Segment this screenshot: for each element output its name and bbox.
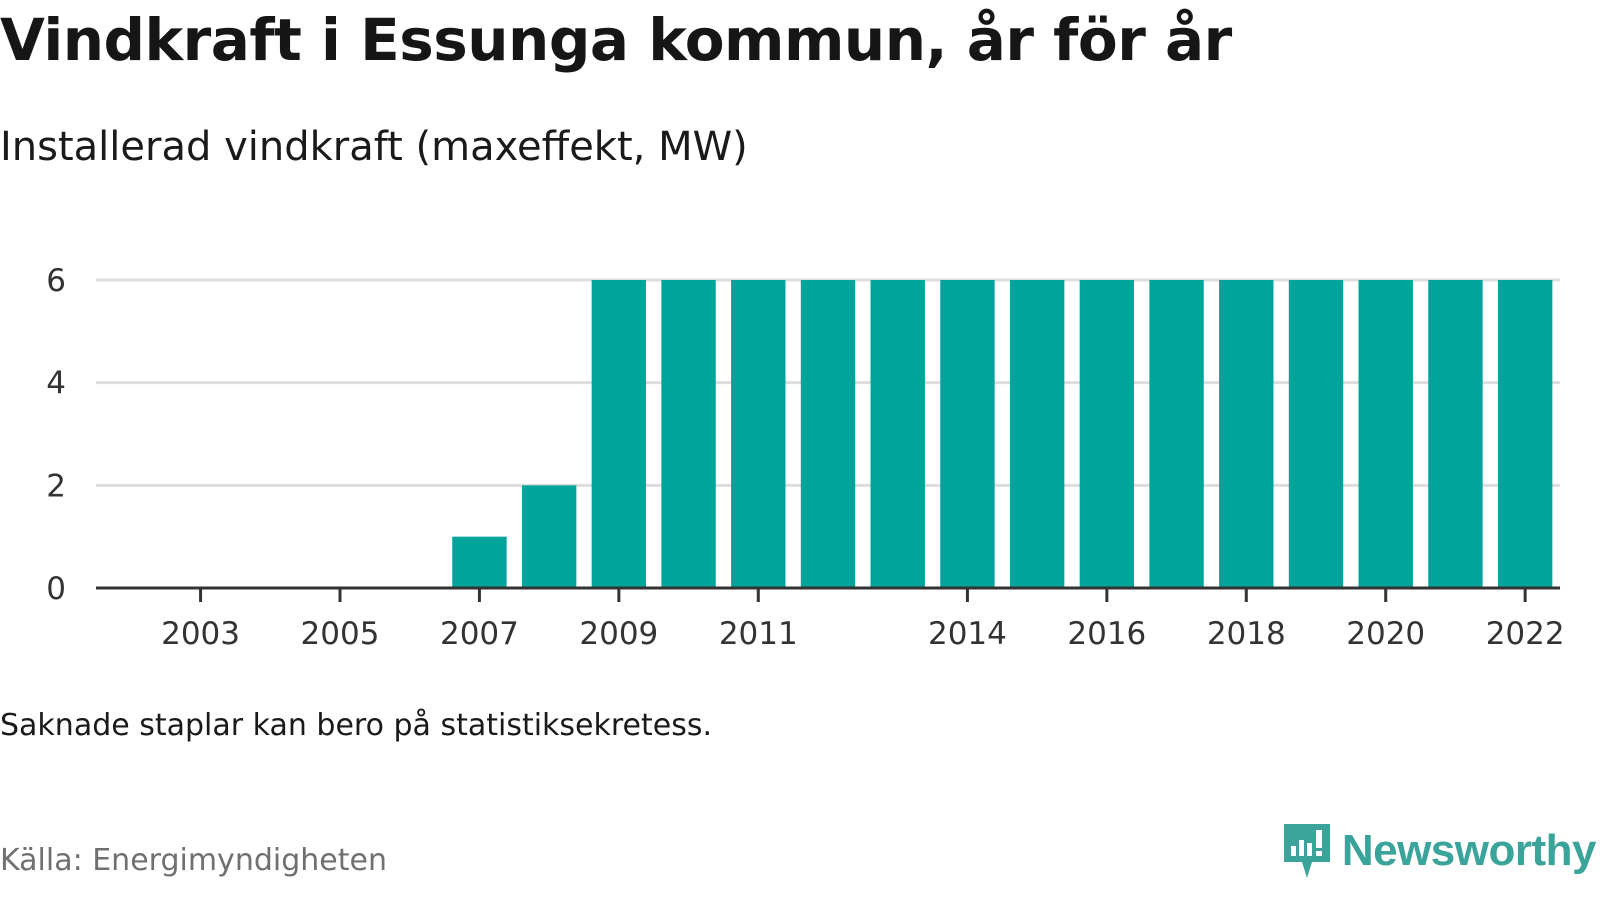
x-tick-label: 2022 <box>1486 616 1565 652</box>
newsworthy-logo-icon <box>1283 824 1330 878</box>
chart-title: Vindkraft i Essunga kommun, år för år <box>0 6 1232 74</box>
x-tick-label: 2009 <box>579 616 658 652</box>
x-tick-label: 2005 <box>301 616 380 652</box>
bar-2015 <box>1009 280 1065 588</box>
bar-2020 <box>1358 280 1413 588</box>
source-credit: Källa: Energimyndigheten <box>0 843 387 878</box>
brand-name: Newsworthy <box>1341 826 1597 875</box>
x-tick-label: 2018 <box>1207 616 1286 652</box>
bar-2012 <box>800 280 856 588</box>
bar-2013 <box>870 280 925 588</box>
bar-2010 <box>661 280 716 588</box>
chart-subtitle: Installerad vindkraft (maxeffekt, MW) <box>0 124 748 170</box>
bar-2014 <box>940 280 995 588</box>
bar-2016 <box>1079 280 1135 588</box>
bar-2009 <box>591 280 647 588</box>
bar-2018 <box>1219 280 1274 588</box>
y-tick-label: 2 <box>46 468 66 504</box>
bar-2022 <box>1497 280 1553 588</box>
x-tick-label: 2016 <box>1067 616 1146 652</box>
x-tick-label: 2007 <box>440 616 519 652</box>
y-tick-label: 4 <box>46 366 66 402</box>
y-tick-label: 0 <box>46 571 66 607</box>
bar-2019 <box>1288 280 1344 588</box>
bar-2021 <box>1428 280 1483 588</box>
bar-2008 <box>521 485 577 588</box>
bar-2011 <box>731 280 786 588</box>
x-tick-label: 2020 <box>1346 616 1425 652</box>
brand-logo: Newsworthy <box>1282 822 1597 880</box>
bar-2007 <box>452 536 507 588</box>
footnote: Saknade staplar kan bero på statistiksek… <box>0 708 713 743</box>
y-tick-label: 6 <box>46 263 66 299</box>
bar-chart: 0 2 4 6 2003 2005 2007 2009 2011 2014 2016 2018 2020… <box>46 263 1565 652</box>
x-tick-label: 2014 <box>928 616 1007 652</box>
bar-2017 <box>1149 280 1204 588</box>
x-tick-label: 2003 <box>161 616 240 652</box>
x-tick-label: 2011 <box>719 616 798 652</box>
